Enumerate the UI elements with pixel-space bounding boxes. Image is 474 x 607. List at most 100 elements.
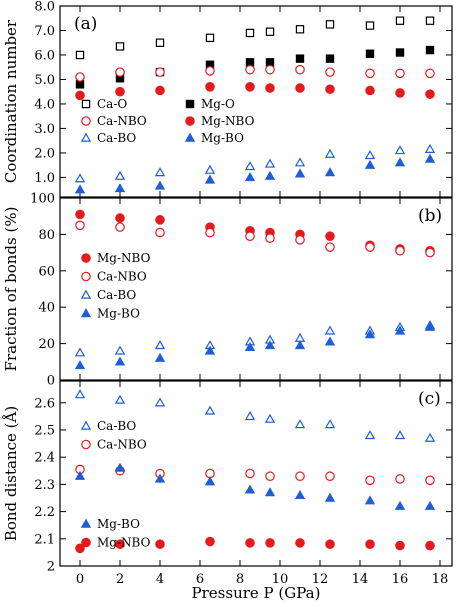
data-point <box>154 397 166 407</box>
data-point <box>264 487 276 497</box>
data-point <box>325 231 335 242</box>
data-point <box>425 247 435 258</box>
data-point <box>155 227 165 238</box>
data-point <box>394 157 406 167</box>
data-point <box>154 180 166 190</box>
data-point <box>324 325 336 335</box>
data-point <box>245 58 255 67</box>
data-point <box>264 413 276 423</box>
y-tick-label: 2.3 <box>34 478 55 493</box>
data-point <box>425 475 435 486</box>
data-point <box>325 20 335 29</box>
data-point <box>204 174 216 184</box>
legend-label: Mg-BO <box>97 517 140 531</box>
data-point <box>394 500 406 510</box>
data-point <box>395 68 405 79</box>
plot-frame <box>59 197 453 381</box>
panel-a-label: (a) <box>74 14 97 34</box>
series-mg-o <box>75 45 435 89</box>
data-point <box>81 253 91 263</box>
data-point <box>265 27 275 36</box>
panel-b: 0 20 40 60 80 100 Mg-NBO Ca-NBO Ca-BO Mg-BO <box>30 192 453 389</box>
data-point <box>114 356 126 366</box>
data-point <box>244 161 256 171</box>
data-point <box>155 38 165 47</box>
data-point <box>395 474 405 484</box>
y-tick-label: 4.0 <box>34 97 55 112</box>
legend: Ca-O Mg-O Ca-NBO Mg-NBO Ca-BO Mg-BO <box>80 97 255 145</box>
data-point <box>364 159 376 169</box>
data-point <box>394 145 406 155</box>
data-point <box>425 89 435 99</box>
x-axis-label: Pressure P (GPa) <box>192 584 321 602</box>
data-point <box>80 518 92 528</box>
data-point <box>204 345 216 355</box>
data-point <box>325 67 335 77</box>
series-mg-nbo <box>75 82 435 101</box>
data-point <box>81 537 91 548</box>
data-point <box>74 184 86 194</box>
data-point <box>80 289 92 299</box>
panel-c-y-axis-label: Bond distance (Å) <box>2 406 20 541</box>
data-point <box>205 66 215 76</box>
data-point <box>115 213 125 223</box>
data-point <box>424 143 436 153</box>
series-mg-bo <box>74 321 436 370</box>
plot-frame <box>59 5 453 198</box>
data-point <box>295 64 305 75</box>
series-mg-nbo <box>75 209 435 256</box>
x-tick-label: 6 <box>196 572 204 587</box>
data-point <box>364 430 376 440</box>
data-point <box>115 222 125 232</box>
data-point <box>114 345 126 355</box>
data-point <box>264 170 276 180</box>
data-point <box>395 16 405 25</box>
data-point <box>114 394 126 404</box>
data-point <box>74 389 86 399</box>
data-point <box>204 405 216 415</box>
legend-label: Ca-BO <box>97 288 136 302</box>
data-point <box>205 33 215 43</box>
data-point <box>295 54 305 63</box>
data-point <box>81 271 91 282</box>
series-mg-bo <box>74 153 436 194</box>
data-point <box>244 172 256 182</box>
y-tick-label: 2.4 <box>34 451 55 466</box>
data-point <box>395 88 405 98</box>
series-mg-nbo <box>75 536 435 554</box>
legend-label: Mg-NBO <box>201 114 255 128</box>
legend-label: Mg-BO <box>97 307 140 321</box>
data-point <box>155 67 165 77</box>
data-point <box>244 411 256 421</box>
data-point <box>81 99 91 109</box>
legend-label: Ca-NBO <box>97 438 147 452</box>
legend: Ca-BO Ca-NBO Mg-BO Mg-NBO <box>80 419 151 550</box>
data-point <box>365 85 375 96</box>
x-tick-label: 14 <box>352 572 369 587</box>
legend-label: Ca-O <box>97 97 127 111</box>
series-ca-nbo <box>75 464 435 486</box>
data-point <box>364 329 376 339</box>
legend-label: Ca-BO <box>97 419 136 433</box>
data-point <box>204 476 216 486</box>
data-point <box>325 539 335 550</box>
data-point <box>324 419 336 429</box>
panel-b-y-axis-label: Fraction of bonds (%) <box>2 207 20 372</box>
data-point <box>74 347 86 357</box>
y-tick-label: 2.6 <box>34 396 55 411</box>
legend-label: Ca-NBO <box>97 270 147 284</box>
data-point <box>424 432 436 442</box>
series-ca-bo <box>74 143 436 183</box>
data-point <box>395 540 405 551</box>
data-point <box>324 492 336 502</box>
data-point <box>365 68 375 79</box>
data-point <box>155 539 165 550</box>
legend-label: Ca-NBO <box>97 114 147 128</box>
data-point <box>295 471 305 482</box>
y-tick-label: 80 <box>38 228 55 243</box>
data-point <box>81 116 91 126</box>
data-point <box>245 82 255 92</box>
data-point <box>115 67 125 77</box>
data-point <box>265 83 275 93</box>
